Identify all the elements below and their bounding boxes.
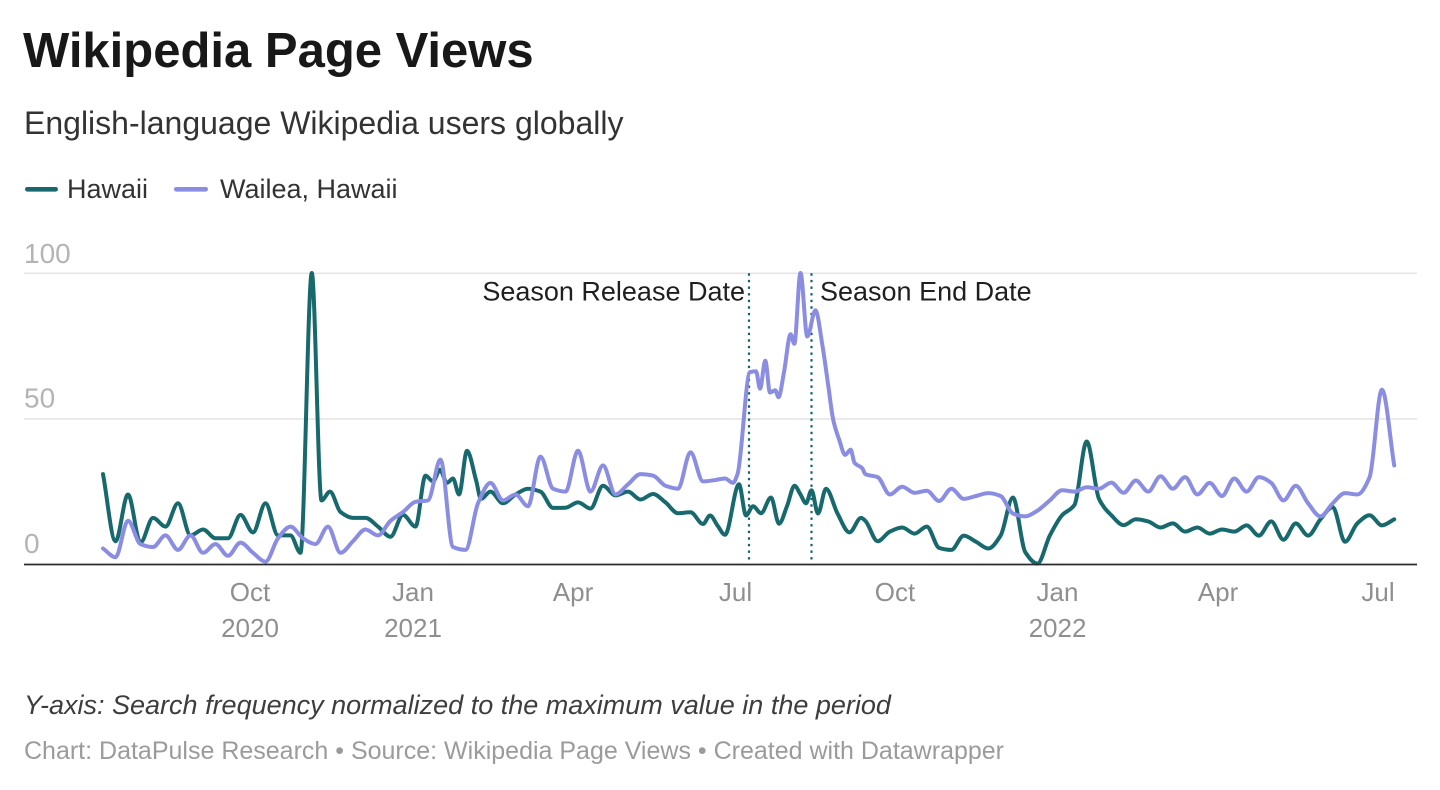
svg-text:0: 0 [24,528,40,559]
svg-text:Season End Date: Season End Date [820,277,1032,307]
svg-text:Jul: Jul [719,577,752,607]
svg-text:Jul: Jul [1361,577,1394,607]
svg-text:100: 100 [24,238,71,269]
svg-text:Jan: Jan [392,577,434,607]
svg-text:2020: 2020 [221,613,279,643]
svg-text:English-language Wikipedia use: English-language Wikipedia users globall… [24,105,623,141]
svg-text:Season Release Date: Season Release Date [482,277,745,307]
svg-text:2021: 2021 [384,613,442,643]
svg-text:Chart: DataPulse Research • So: Chart: DataPulse Research • Source: Wiki… [24,737,1004,765]
svg-text:Apr: Apr [553,577,594,607]
svg-text:Hawaii: Hawaii [67,174,148,204]
svg-text:2022: 2022 [1029,613,1087,643]
svg-text:Oct: Oct [230,577,271,607]
svg-text:Jan: Jan [1037,577,1079,607]
svg-text:Wikipedia Page Views: Wikipedia Page Views [23,24,534,78]
svg-text:Y-axis: Search frequency norma: Y-axis: Search frequency normalized to t… [24,690,892,720]
svg-text:Apr: Apr [1198,577,1239,607]
svg-text:50: 50 [24,383,55,414]
svg-text:Wailea, Hawaii: Wailea, Hawaii [220,174,398,204]
svg-text:Oct: Oct [875,577,916,607]
